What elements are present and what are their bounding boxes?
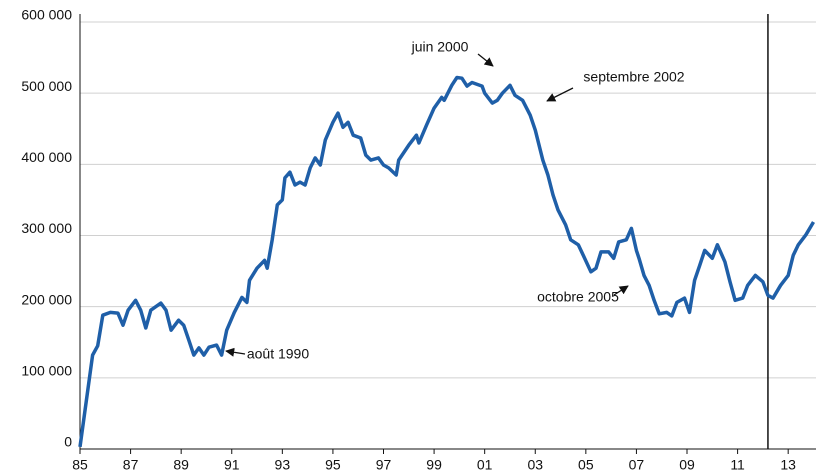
annotation: octobre 2005 (537, 289, 619, 305)
y-tick-label: 300 000 (21, 220, 72, 236)
x-tick-label: 11 (730, 457, 745, 473)
y-tick-label: 500 000 (21, 78, 72, 94)
y-tick-label: 200 000 (21, 291, 72, 307)
x-tick-label: 95 (325, 457, 341, 473)
x-tick-label: 07 (629, 457, 645, 473)
x-tick-label: 85 (72, 457, 88, 473)
annotation: août 1990 (247, 346, 309, 362)
annotation-arrow (225, 347, 246, 357)
annotation: septembre 2002 (583, 69, 684, 85)
x-tick-label: 13 (780, 457, 796, 473)
line-series (78, 75, 816, 448)
annotation-arrow (546, 87, 574, 102)
x-tick-label: 97 (376, 457, 392, 473)
x-tick-label: 89 (173, 457, 189, 473)
x-tick-label: 99 (426, 457, 442, 473)
x-tick-label: 09 (679, 457, 695, 473)
y-tick-label: 600 000 (21, 7, 72, 23)
x-tick-label: 91 (224, 457, 240, 473)
y-tick-label: 400 000 (21, 149, 72, 165)
annotation: juin 2000 (411, 39, 469, 55)
x-tick-label: 03 (527, 457, 543, 473)
x-tick-label: 01 (477, 457, 493, 473)
y-tick-label: 0 (64, 434, 72, 450)
x-tick-label: 87 (123, 457, 139, 473)
annotation-arrow (477, 53, 494, 67)
annotation-arrow (613, 285, 629, 296)
x-tick-label: 93 (275, 457, 291, 473)
x-tick-label: 05 (578, 457, 594, 473)
y-tick-label: 100 000 (21, 363, 72, 379)
